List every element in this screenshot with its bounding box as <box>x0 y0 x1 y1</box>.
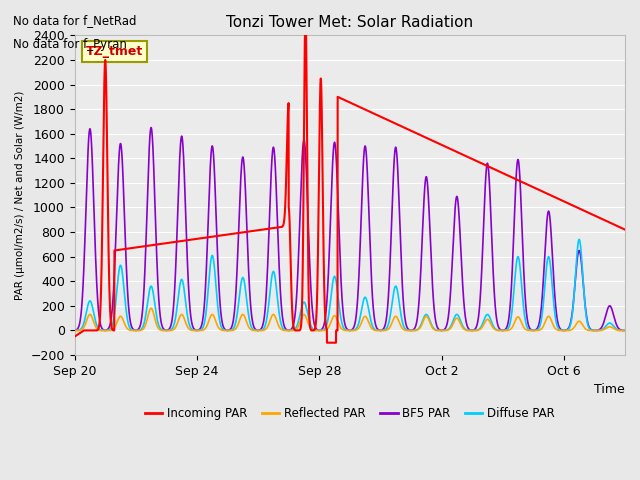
X-axis label: Time: Time <box>595 384 625 396</box>
Y-axis label: PAR (μmol/m2/s) / Net and Solar (W/m2): PAR (μmol/m2/s) / Net and Solar (W/m2) <box>15 91 25 300</box>
Text: No data for f_Pyran: No data for f_Pyran <box>13 38 127 51</box>
Text: No data for f_NetRad: No data for f_NetRad <box>13 14 136 27</box>
Title: Tonzi Tower Met: Solar Radiation: Tonzi Tower Met: Solar Radiation <box>227 15 474 30</box>
Legend: Incoming PAR, Reflected PAR, BF5 PAR, Diffuse PAR: Incoming PAR, Reflected PAR, BF5 PAR, Di… <box>140 402 559 425</box>
Text: TZ_tmet: TZ_tmet <box>86 45 143 58</box>
